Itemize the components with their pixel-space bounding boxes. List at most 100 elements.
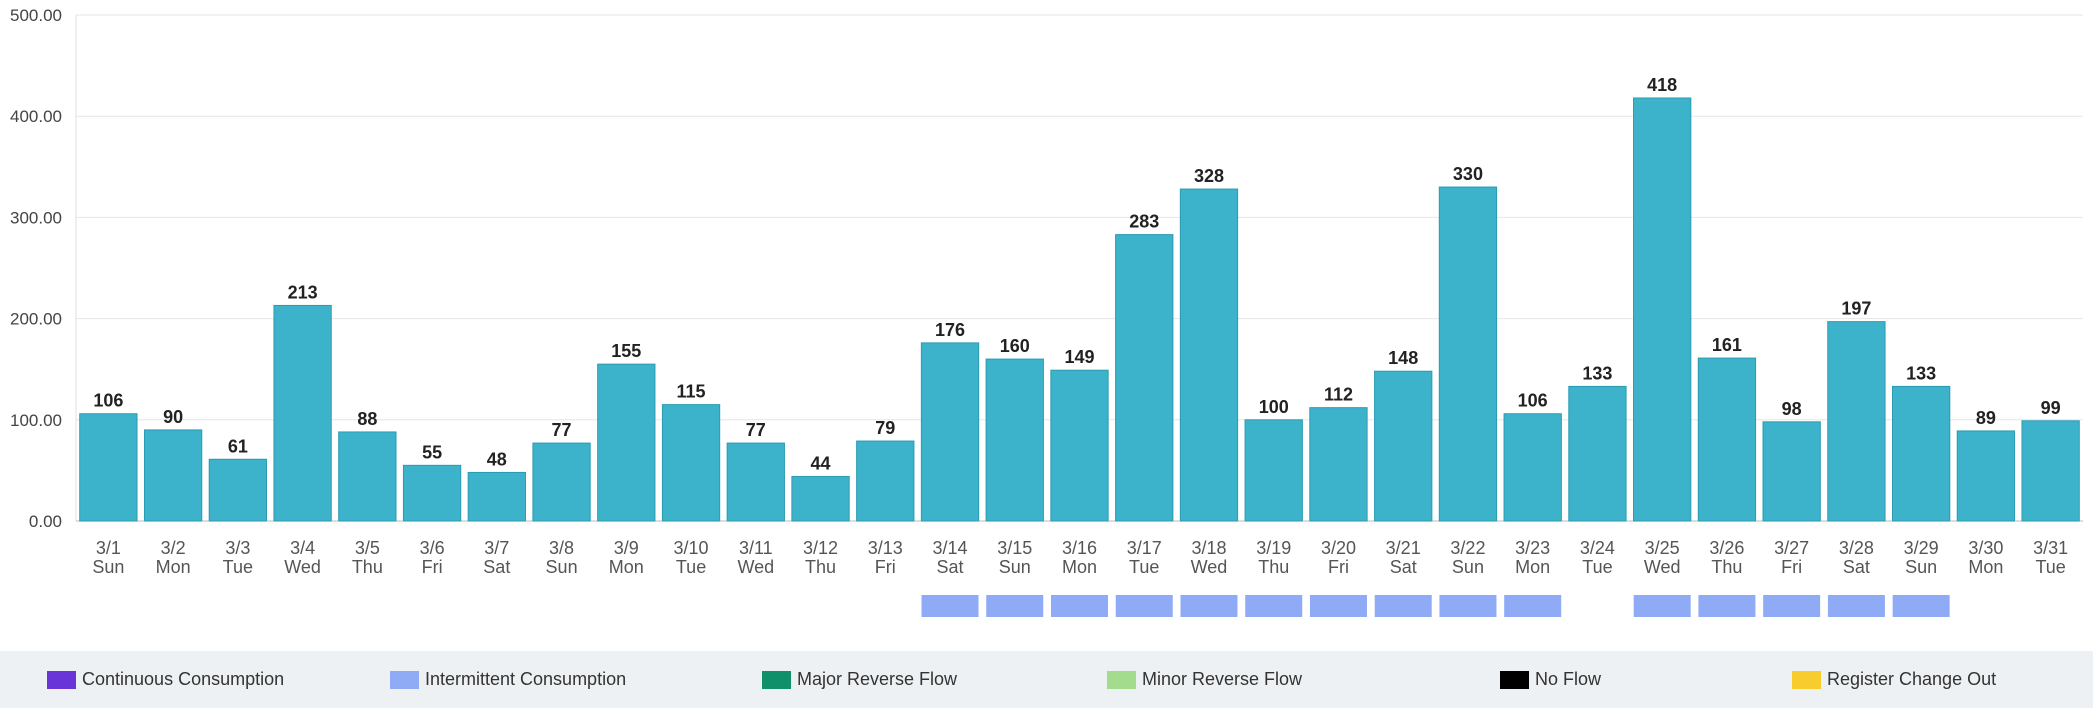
x-tick-date: 3/26 xyxy=(1709,538,1744,558)
bar[interactable] xyxy=(1697,357,1757,522)
legend-item-continuous[interactable]: Continuous Consumption xyxy=(47,669,284,690)
bar[interactable] xyxy=(661,404,721,522)
x-tick-weekday: Thu xyxy=(1258,557,1289,577)
x-tick-date: 3/19 xyxy=(1256,538,1291,558)
y-tick-label: 500.00 xyxy=(10,6,62,25)
legend-label: Register Change Out xyxy=(1827,669,1997,689)
x-tick-weekday: Thu xyxy=(352,557,383,577)
legend-item-intermittent[interactable]: Intermittent Consumption xyxy=(390,669,626,690)
intermittent-flag[interactable] xyxy=(921,595,979,617)
x-tick-weekday: Sun xyxy=(546,557,578,577)
bar[interactable] xyxy=(1762,421,1821,522)
x-tick-weekday: Tue xyxy=(1129,557,1159,577)
bar[interactable] xyxy=(985,358,1044,522)
bar[interactable] xyxy=(143,429,203,522)
bar[interactable] xyxy=(1891,385,1951,522)
intermittent-flag[interactable] xyxy=(1633,595,1691,617)
x-tick-date: 3/28 xyxy=(1839,538,1874,558)
x-tick-date: 3/7 xyxy=(484,538,509,558)
bar[interactable] xyxy=(1309,407,1368,522)
intermittent-flag[interactable] xyxy=(986,595,1044,617)
x-tick-weekday: Sun xyxy=(999,557,1031,577)
intermittent-flag[interactable] xyxy=(1504,595,1562,617)
intermittent-flag[interactable] xyxy=(1051,595,1108,617)
intermittent-flag[interactable] xyxy=(1763,595,1821,617)
bar[interactable] xyxy=(1827,321,1886,522)
x-axis: 3/1Sun3/2Mon3/3Tue3/4Wed3/5Thu3/6Fri3/7S… xyxy=(92,538,2068,577)
bar[interactable] xyxy=(1374,370,1433,522)
bar[interactable] xyxy=(1244,419,1303,522)
bar[interactable] xyxy=(1438,186,1498,522)
x-tick-date: 3/6 xyxy=(420,538,445,558)
data-label: 88 xyxy=(357,409,377,429)
consumption-chart: 0.00 100.00 200.00 300.00 400.00 500.00 106 90… xyxy=(10,6,2083,617)
x-tick-date: 3/20 xyxy=(1321,538,1356,558)
x-tick-date: 3/8 xyxy=(549,538,574,558)
y-tick-label: 200.00 xyxy=(10,310,62,329)
data-label: 100 xyxy=(1259,397,1289,417)
x-tick-weekday: Thu xyxy=(805,557,836,577)
bar[interactable] xyxy=(597,363,656,522)
intermittent-flag[interactable] xyxy=(1892,595,1950,617)
data-label: 79 xyxy=(875,418,895,438)
x-tick-weekday: Tue xyxy=(676,557,706,577)
bar[interactable] xyxy=(726,442,785,522)
data-label: 283 xyxy=(1129,212,1159,232)
bar[interactable] xyxy=(2021,420,2080,522)
bar[interactable] xyxy=(856,440,915,522)
legend-item-register-change[interactable]: Register Change Out xyxy=(1792,669,1996,690)
bar[interactable] xyxy=(273,304,332,522)
bar[interactable] xyxy=(1956,430,2016,522)
intermittent-flag[interactable] xyxy=(1180,595,1238,617)
intermittent-flag[interactable] xyxy=(1245,595,1303,617)
intermittent-flag[interactable] xyxy=(1309,595,1367,617)
x-tick-date: 3/24 xyxy=(1580,538,1615,558)
legend-item-minor-reverse[interactable]: Minor Reverse Flow xyxy=(1107,669,1302,690)
x-tick-date: 3/30 xyxy=(1968,538,2003,558)
bar[interactable] xyxy=(920,342,980,522)
data-label: 106 xyxy=(1518,391,1548,411)
intermittent-flag[interactable] xyxy=(1698,595,1756,617)
bar[interactable] xyxy=(1633,97,1692,522)
legend-item-no-flow[interactable]: No Flow xyxy=(1500,669,1601,690)
x-tick-weekday: Wed xyxy=(1644,557,1681,577)
legend-swatch xyxy=(47,670,76,689)
x-tick-date: 3/14 xyxy=(932,538,967,558)
x-tick-weekday: Mon xyxy=(156,557,191,577)
data-label: 99 xyxy=(2041,398,2061,418)
data-label: 112 xyxy=(1324,385,1353,405)
bar[interactable] xyxy=(208,458,268,522)
intermittent-flag[interactable] xyxy=(1115,595,1173,617)
data-label: 106 xyxy=(93,391,123,411)
bar[interactable] xyxy=(1503,413,1562,522)
bar[interactable] xyxy=(1115,234,1174,522)
data-label: 55 xyxy=(422,442,442,462)
x-tick-date: 3/3 xyxy=(225,538,250,558)
x-tick-date: 3/9 xyxy=(614,538,639,558)
bar[interactable] xyxy=(1050,369,1109,522)
y-tick-label: 300.00 xyxy=(10,208,62,227)
x-tick-date: 3/15 xyxy=(997,538,1032,558)
data-label: 213 xyxy=(288,282,318,302)
bar[interactable] xyxy=(791,475,850,522)
bar[interactable] xyxy=(1568,385,1627,522)
intermittent-flag[interactable] xyxy=(1374,595,1432,617)
legend-swatch xyxy=(390,670,419,689)
bar[interactable] xyxy=(467,471,526,522)
bar[interactable] xyxy=(1179,188,1239,522)
legend-swatch xyxy=(1107,670,1136,689)
data-label: 61 xyxy=(228,436,248,456)
bar[interactable] xyxy=(532,442,591,522)
bar[interactable] xyxy=(79,413,138,522)
legend-item-major-reverse[interactable]: Major Reverse Flow xyxy=(762,669,957,690)
legend-swatch xyxy=(762,670,791,689)
x-tick-weekday: Mon xyxy=(1968,557,2003,577)
bar[interactable] xyxy=(338,431,397,522)
intermittent-flag[interactable] xyxy=(1827,595,1885,617)
bar[interactable] xyxy=(402,464,462,522)
x-tick-date: 3/23 xyxy=(1515,538,1550,558)
x-tick-date: 3/29 xyxy=(1904,538,1939,558)
y-axis: 0.00 100.00 200.00 300.00 400.00 500.00 xyxy=(10,6,77,531)
x-tick-weekday: Tue xyxy=(1582,557,1612,577)
intermittent-flag[interactable] xyxy=(1439,595,1497,617)
